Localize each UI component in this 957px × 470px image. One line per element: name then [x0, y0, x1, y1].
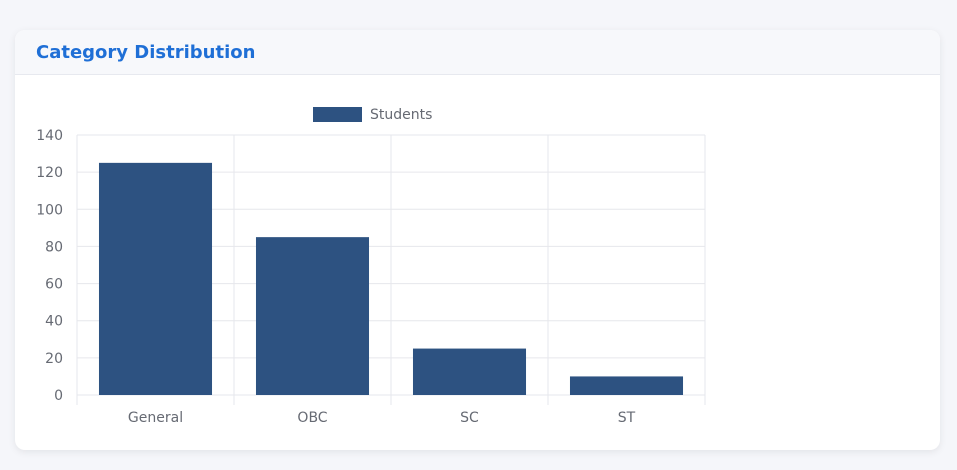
y-tick-label: 0 [54, 388, 63, 404]
y-tick-label: 140 [36, 128, 63, 144]
x-tick-label: SC [460, 410, 479, 426]
legend-swatch [313, 107, 362, 122]
legend-label: Students [370, 107, 432, 123]
x-tick-label: OBC [297, 410, 327, 426]
y-tick-label: 60 [45, 277, 63, 293]
y-tick-label: 20 [45, 351, 63, 367]
x-tick-label: ST [618, 410, 636, 426]
y-tick-label: 100 [36, 202, 63, 218]
card-header: Category Distribution [15, 30, 940, 75]
y-tick-label: 120 [36, 165, 63, 181]
y-tick-label: 40 [45, 314, 63, 330]
bar-obc[interactable] [255, 237, 370, 395]
bar-general[interactable] [98, 162, 213, 395]
category-distribution-card: Category Distribution 0 20 40 60 80 100 120 140… [15, 30, 940, 450]
bar-st[interactable] [569, 376, 684, 395]
card-title: Category Distribution [36, 41, 256, 63]
y-tick-label: 80 [45, 239, 63, 255]
x-tick-label: General [128, 410, 183, 426]
bar-chart: 0 20 40 60 80 100 120 140 General OBC SC ST Students [36, 107, 706, 426]
bar-sc[interactable] [412, 348, 527, 395]
